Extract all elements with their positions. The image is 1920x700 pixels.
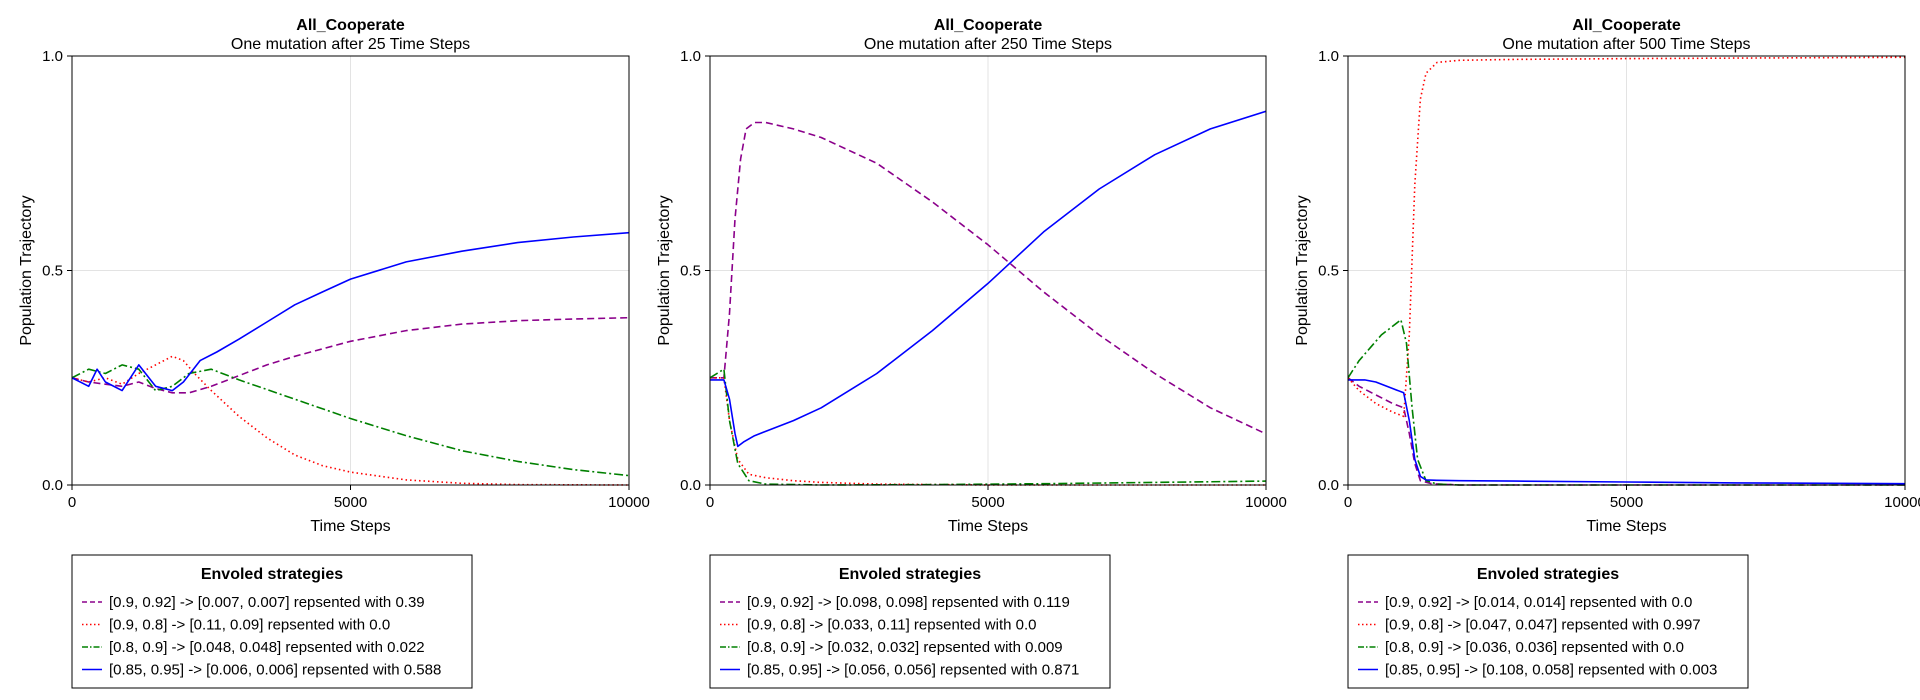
x-tick-label: 10000	[608, 494, 650, 511]
chart-title: All_Cooperate	[296, 17, 405, 34]
y-axis-label: Population Trajectory	[18, 195, 35, 345]
series-group	[72, 231, 629, 486]
y-tick-label: 0.0	[42, 477, 63, 494]
y-tick-label: 0.5	[680, 263, 701, 280]
x-tick-label: 5000	[1610, 494, 1643, 511]
legend-box	[71, 554, 473, 689]
y-tick-label: 1.0	[1318, 48, 1339, 65]
chart-panel-2: All_Cooperate One mutation after 250 Time…	[656, 17, 1287, 689]
legend-title: Envoled strategies	[201, 566, 343, 583]
legend-entry-4: [0.85, 0.95] -> [0.108, 0.058] repsented…	[1385, 662, 1717, 679]
legend: Envoled strategies [0.9, 0.92] -> [0.007,…	[71, 554, 473, 689]
legend: Envoled strategies [0.9, 0.92] -> [0.098,…	[709, 554, 1111, 689]
series-line-2	[72, 355, 629, 486]
legend-box	[709, 554, 1111, 689]
y-tick-label: 0.5	[1318, 263, 1339, 280]
y-tick-label: 0.5	[42, 263, 63, 280]
legend-title: Envoled strategies	[1477, 566, 1619, 583]
legend-entry-1: [0.9, 0.92] -> [0.098, 0.098] repsented …	[747, 594, 1070, 611]
y-axis-label: Population Trajectory	[656, 195, 673, 345]
series-line-3	[710, 368, 1266, 486]
series-line-3	[72, 364, 629, 477]
legend-entry-2: [0.9, 0.8] -> [0.11, 0.09] repsented wit…	[109, 617, 390, 634]
x-axis-label: Time Steps	[1586, 518, 1666, 535]
legend-entry-1: [0.9, 0.92] -> [0.014, 0.014] repsented …	[1385, 594, 1692, 611]
legend: Envoled strategies [0.9, 0.92] -> [0.014,…	[1347, 554, 1749, 689]
legend-box	[1347, 554, 1749, 689]
x-tick-label: 0	[706, 494, 714, 511]
chart-panel-3: All_Cooperate One mutation after 500 Time…	[1294, 17, 1920, 689]
x-tick-label: 0	[68, 494, 76, 511]
x-axis-label: Time Steps	[948, 518, 1028, 535]
y-axis-label: Population Trajectory	[1294, 195, 1311, 345]
legend-entry-4: [0.85, 0.95] -> [0.006, 0.006] repsented…	[109, 662, 441, 679]
y-tick-label: 1.0	[680, 48, 701, 65]
legend-entry-2: [0.9, 0.8] -> [0.033, 0.11] repsented wi…	[747, 617, 1037, 634]
legend-entry-3: [0.8, 0.9] -> [0.036, 0.036] repsented w…	[1385, 639, 1684, 656]
x-axis-label: Time Steps	[310, 518, 390, 535]
legend-entry-3: [0.8, 0.9] -> [0.032, 0.032] repsented w…	[747, 639, 1063, 656]
chart-subtitle: One mutation after 500 Time Steps	[1502, 36, 1750, 53]
x-tick-label: 10000	[1884, 494, 1920, 511]
legend-title: Envoled strategies	[839, 566, 981, 583]
x-tick-label: 5000	[971, 494, 1004, 511]
legend-entry-1: [0.9, 0.92] -> [0.007, 0.007] repsented …	[109, 594, 425, 611]
series-line-1	[1348, 377, 1905, 486]
chart-title: All_Cooperate	[934, 17, 1043, 34]
series-group	[710, 110, 1266, 486]
x-tick-label: 10000	[1245, 494, 1287, 511]
series-line-1	[72, 316, 629, 394]
x-tick-label: 5000	[334, 494, 367, 511]
chart-title: All_Cooperate	[1572, 17, 1681, 34]
chart-subtitle: One mutation after 250 Time Steps	[864, 36, 1112, 53]
series-line-4	[710, 110, 1266, 448]
y-tick-label: 0.0	[680, 477, 701, 494]
series-line-1	[710, 121, 1266, 435]
series-line-2	[1348, 56, 1905, 418]
chart-panel-1: All_Cooperate One mutation after 25 Time …	[18, 17, 650, 689]
y-tick-label: 0.0	[1318, 477, 1339, 494]
y-tick-label: 1.0	[42, 48, 63, 65]
chart-subtitle: One mutation after 25 Time Steps	[231, 36, 470, 53]
legend-entry-4: [0.85, 0.95] -> [0.056, 0.056] repsented…	[747, 662, 1079, 679]
series-line-4	[1348, 379, 1905, 485]
series-line-4	[72, 231, 629, 392]
x-tick-label: 0	[1344, 494, 1352, 511]
legend-entry-3: [0.8, 0.9] -> [0.048, 0.048] repsented w…	[109, 639, 425, 656]
legend-entry-2: [0.9, 0.8] -> [0.047, 0.047] repsented w…	[1385, 617, 1701, 634]
